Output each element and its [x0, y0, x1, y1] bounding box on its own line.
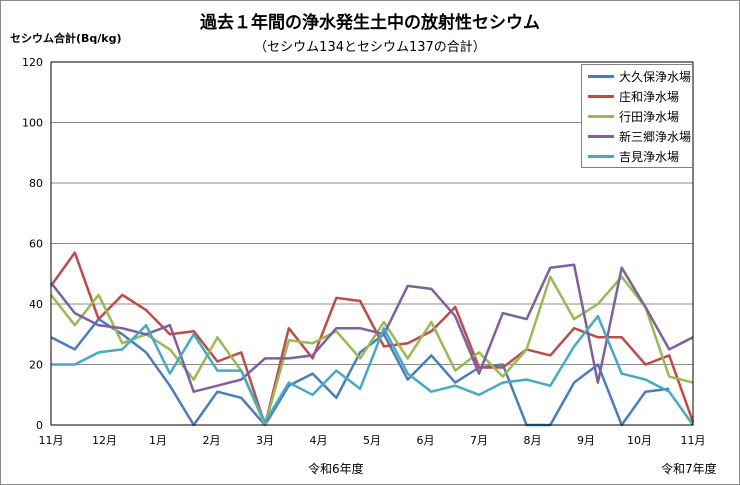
x-tick-label: 4月 [310, 434, 328, 447]
y-tick-label: 20 [29, 359, 43, 372]
plot-border [50, 61, 694, 426]
legend-label: 行田浄水場 [619, 109, 680, 124]
y-tick-label: 40 [29, 298, 43, 311]
y-tick-labels: 0 20 40 60 80 100 120 [22, 56, 43, 432]
y-axis-label: セシウム合計(Bq/kg) [10, 32, 122, 45]
legend-item: 大久保浄水場 [588, 67, 692, 87]
legend-swatch-gyoda [588, 114, 614, 118]
series-line-2 [50, 275, 694, 427]
x-tick-label: 8月 [524, 434, 542, 447]
x-tick-label: 2月 [203, 434, 221, 447]
x-tick-label: 11月 [39, 434, 64, 447]
legend-swatch-okubo [588, 75, 614, 79]
legend-label: 庄和浄水場 [619, 90, 680, 105]
series-line-0 [50, 317, 670, 427]
legend-label: 大久保浄水場 [619, 70, 692, 85]
fiscal-year-label-r6: 令和6年度 [308, 462, 364, 476]
x-tick-label: 6月 [417, 434, 435, 447]
fiscal-year-label-r7: 令和7年度 [661, 462, 717, 476]
series-line-4 [51, 314, 695, 426]
legend-swatch-shinmisato [588, 134, 614, 138]
series-lines [49, 251, 695, 427]
legend-label: 新三郷浄水場 [619, 129, 692, 144]
x-tick-label: 10月 [627, 434, 652, 447]
legend: 大久保浄水場 庄和浄水場 行田浄水場 新三郷浄水場 吉見浄水場 [581, 64, 693, 168]
y-tick-label: 100 [22, 117, 43, 130]
x-tick-label: 12月 [92, 434, 117, 447]
legend-swatch-showa [588, 95, 614, 99]
x-tick-label: 5月 [363, 434, 381, 447]
x-tick-label: 11月 [681, 434, 706, 447]
legend-item: 吉見浄水場 [588, 146, 692, 166]
x-tick-labels: 11月 12月 1月 2月 3月 4月 5月 6月 7月 8月 9月 10月 11月 [39, 434, 706, 447]
series-line-3 [50, 263, 694, 393]
y-tick-label: 80 [29, 177, 43, 190]
x-tick-label: 7月 [470, 434, 488, 447]
legend-item: 行田浄水場 [588, 107, 692, 127]
x-tick-label: 9月 [577, 434, 595, 447]
legend-item: 庄和浄水場 [588, 87, 692, 107]
legend-swatch-yoshimi [588, 154, 614, 158]
legend-item: 新三郷浄水場 [588, 126, 692, 146]
y-tick-label: 60 [29, 238, 43, 251]
x-tick-label: 1月 [149, 434, 167, 447]
y-tick-label: 0 [36, 419, 43, 432]
legend-label: 吉見浄水場 [619, 149, 680, 164]
x-tick-label: 3月 [256, 434, 274, 447]
chart-title: 過去１年間の浄水発生土中の放射性セシウム [200, 13, 540, 33]
y-tick-label: 120 [22, 56, 43, 69]
chart-subtitle: （セシウム134とセシウム137の合計） [254, 40, 486, 55]
